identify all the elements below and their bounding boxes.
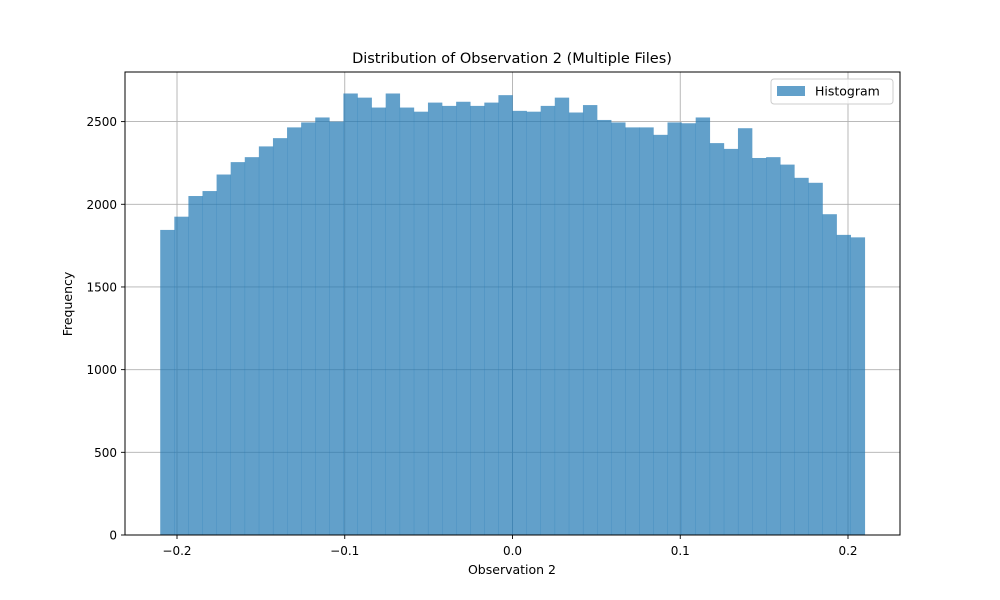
histogram-bar	[371, 107, 386, 535]
histogram-bar	[766, 157, 781, 535]
x-tick-label: 0.2	[838, 544, 857, 558]
plot-frame	[124, 71, 901, 536]
y-tick-label: 1500	[86, 280, 117, 294]
y-tick-label: 0	[109, 529, 117, 543]
y-axis-label: Frequency	[60, 271, 75, 336]
y-tick-label: 2000	[86, 198, 117, 212]
legend-swatch	[777, 86, 805, 96]
histogram-bar	[287, 127, 302, 535]
histogram-bar	[808, 182, 823, 535]
histogram-bar	[244, 157, 260, 535]
histogram-bar	[272, 138, 288, 535]
histogram-bar	[681, 123, 696, 535]
histogram-bar	[329, 121, 344, 535]
histogram-bar	[540, 105, 556, 535]
legend-label: Histogram	[815, 84, 880, 99]
axis-ticks: −0.2 −0.1 0.0 0.1 0.2 0 500 1000 1500 2000 2500	[86, 115, 857, 558]
x-tick-label: −0.2	[162, 544, 191, 558]
histogram-bar	[399, 107, 415, 535]
histogram-bar	[216, 174, 231, 535]
histogram-bar	[385, 93, 401, 535]
histogram-bar	[836, 234, 851, 536]
histogram-bar	[582, 105, 598, 536]
histogram-bars	[160, 93, 866, 536]
x-tick-label: −0.1	[330, 544, 359, 558]
histogram-bar	[794, 177, 809, 536]
legend-box	[770, 78, 894, 105]
histogram-bar	[695, 117, 711, 536]
x-tick-label: 0.1	[671, 544, 690, 558]
legend: Histogram	[770, 78, 894, 105]
histogram-bar	[498, 95, 513, 536]
histogram-bar	[258, 146, 274, 536]
histogram-bar	[752, 157, 767, 535]
histogram-bar	[568, 112, 584, 535]
histogram-bar	[512, 110, 527, 536]
histogram-bar	[357, 97, 372, 535]
histogram-bar	[709, 143, 725, 535]
histogram-bar	[723, 148, 739, 536]
histogram-bar	[427, 102, 443, 536]
histogram-bar	[456, 101, 471, 535]
y-tick-label: 2500	[86, 115, 117, 129]
chart-title: Distribution of Observation 2 (Multiple …	[352, 51, 672, 67]
histogram-bar	[667, 122, 682, 535]
histogram-bar	[188, 196, 203, 535]
histogram-bar	[639, 127, 654, 535]
histogram-bar	[413, 111, 429, 535]
histogram-bar	[174, 216, 189, 535]
y-tick-label: 1000	[86, 363, 117, 377]
histogram-bar	[343, 93, 358, 535]
x-tick-label: 0.0	[503, 544, 522, 558]
histogram-bar	[301, 122, 316, 535]
histogram-bar	[442, 105, 457, 535]
histogram-bar	[822, 214, 837, 535]
histogram-bar	[611, 122, 626, 535]
histogram-bar	[780, 164, 795, 535]
histogram-bar	[230, 162, 246, 536]
histogram-bar	[625, 127, 640, 535]
histogram-bar	[526, 111, 541, 535]
histogram-bar	[554, 97, 570, 535]
histogram-bar	[484, 102, 499, 536]
histogram-bar	[653, 134, 668, 536]
y-tick-label: 500	[94, 446, 117, 460]
x-axis-label: Observation 2	[468, 562, 556, 577]
histogram-bar	[597, 119, 612, 535]
histogram-bar	[315, 117, 330, 536]
histogram-bar	[850, 237, 866, 535]
histogram-bar	[470, 105, 485, 535]
histogram-bar	[202, 191, 217, 536]
histogram-bar	[737, 128, 753, 535]
histogram-bar	[160, 229, 175, 535]
